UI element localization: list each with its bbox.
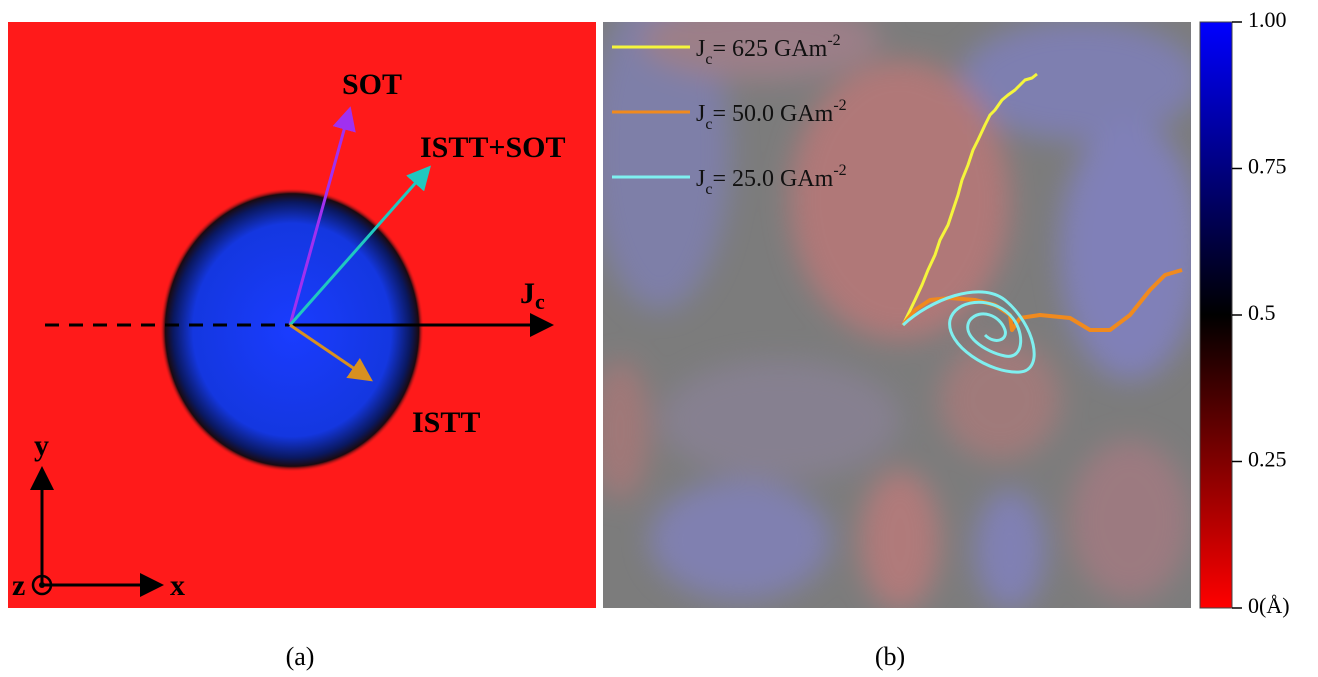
- z-axis-label: z: [12, 569, 25, 602]
- colorbar-ticks: 0(Å) 0.25 0.5 0.75 1.00: [1232, 7, 1290, 618]
- legend-text: = 625 GAm: [712, 36, 827, 62]
- legend-symbol: J: [696, 101, 705, 127]
- map: [603, 22, 1191, 608]
- colorbar-tick-label: 0.5: [1248, 300, 1276, 325]
- panel-b: Jc= 625 GAm-2Jc= 50.0 GAm-2Jc= 25.0 GAm-…: [603, 7, 1290, 671]
- colorbar: [1199, 21, 1233, 609]
- istt-sot-arrow: [288, 165, 431, 326]
- sot-label: SOT: [342, 68, 402, 101]
- legend-symbol: J: [696, 36, 705, 62]
- z-axis-dot: [39, 582, 45, 588]
- legend-entry: Jc= 50.0 GAm-2: [696, 97, 847, 133]
- legend-subscript: c: [705, 51, 712, 68]
- legend-subscript: c: [705, 116, 712, 133]
- z-axis-circle: [31, 574, 53, 596]
- colorbar-tick-label: 0.75: [1248, 154, 1287, 179]
- colorbar-tick-label: 0.25: [1248, 447, 1287, 472]
- legend: Jc= 625 GAm-2Jc= 50.0 GAm-2Jc= 25.0 GAm-…: [612, 32, 847, 198]
- jc-symbol: J: [520, 277, 535, 310]
- colorbar-tick-label: 0(Å): [1248, 593, 1290, 618]
- skyrmion: [160, 188, 424, 472]
- legend-text: = 50.0 GAm: [712, 101, 833, 127]
- colorbar-tick-label: 1.00: [1248, 7, 1287, 32]
- map-texture: [603, 22, 1191, 608]
- legend-subscript: c: [705, 181, 712, 198]
- jc-label: Jc: [520, 277, 545, 314]
- legend-text: = 25.0 GAm: [712, 166, 833, 192]
- trajectory-625: [901, 72, 1038, 326]
- trajectory-25: [901, 290, 1036, 374]
- legend-symbol: J: [696, 166, 705, 192]
- legend-superscript: -2: [833, 162, 846, 179]
- sot-arrow: [288, 106, 356, 326]
- istt-arrow: [289, 323, 373, 382]
- jc-subscript: c: [535, 289, 545, 314]
- legend-superscript: -2: [827, 32, 840, 49]
- x-axis-label: x: [170, 569, 185, 602]
- legend-entry: Jc= 25.0 GAm-2: [696, 162, 847, 198]
- istt-sot-label: ISTT+SOT: [420, 131, 566, 164]
- panel-a: SOT ISTT+SOT Jc ISTT y z x (a): [8, 22, 596, 671]
- legend-entry: Jc= 625 GAm-2: [696, 32, 841, 68]
- caption-a: (a): [286, 642, 315, 671]
- y-axis-label: y: [34, 429, 49, 462]
- caption-b: (b): [875, 642, 905, 671]
- istt-label: ISTT: [412, 406, 480, 439]
- legend-superscript: -2: [833, 97, 846, 114]
